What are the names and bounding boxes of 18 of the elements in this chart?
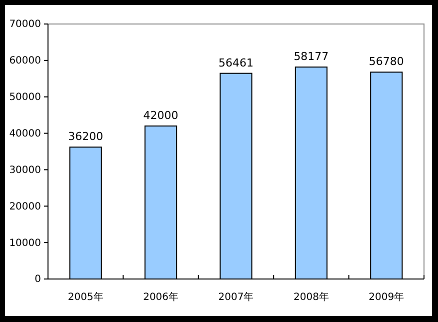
data-label: 42000 <box>143 109 178 122</box>
y-tick-label: 20000 <box>9 201 41 212</box>
y-tick-label: 30000 <box>9 164 41 176</box>
x-tick-label: 2007年 <box>218 291 254 304</box>
data-label: 36200 <box>68 130 104 144</box>
y-tick-label: 60000 <box>9 56 41 67</box>
data-label: 56461 <box>218 56 254 70</box>
x-tick-label: 2006年 <box>143 291 179 304</box>
y-tick-label: 50000 <box>9 92 41 104</box>
y-tick-label: 10000 <box>9 238 41 249</box>
y-tick-label: 70000 <box>9 19 41 30</box>
x-tick-label: 2008年 <box>293 291 329 304</box>
data-label: 56780 <box>368 55 404 68</box>
data-label: 58177 <box>294 50 329 64</box>
y-tick-label: 0 <box>34 274 41 286</box>
x-tick-label: 2005年 <box>68 291 104 304</box>
x-tick-label: 2009年 <box>368 291 404 304</box>
y-tick-label: 40000 <box>9 128 41 140</box>
